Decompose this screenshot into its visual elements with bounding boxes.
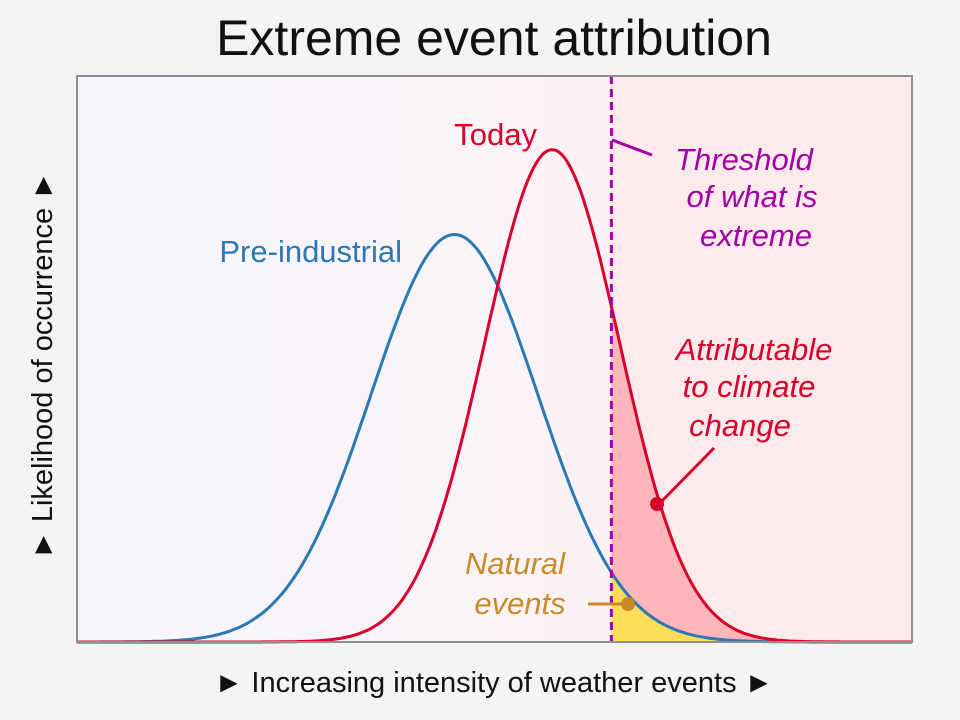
- today-label: Today: [454, 117, 537, 152]
- threshold-label-line-3: extreme: [700, 218, 812, 253]
- chart-title: Extreme event attribution: [216, 10, 772, 66]
- attributable-label-line-1: Attributable: [674, 332, 833, 367]
- attributable-leader: [658, 446, 716, 505]
- threshold-label-line-1: Threshold: [675, 142, 815, 177]
- threshold-label-line-2: of what is: [687, 179, 818, 214]
- natural-marker: [621, 597, 635, 611]
- threshold-leader: [611, 138, 653, 157]
- attributable-label-line-2: to climate: [683, 369, 816, 404]
- pre-industrial-label: Pre-industrial: [219, 234, 402, 269]
- natural-events-region: [611, 572, 912, 642]
- y-axis-label: ► Likelihood of occurrence ►: [27, 171, 59, 559]
- plot-border: [76, 75, 913, 643]
- attributable-marker: [650, 497, 664, 511]
- attributable-label-line-3: change: [689, 408, 791, 443]
- natural-label-line-1: Natural: [465, 546, 566, 581]
- natural-label-line-2: events: [474, 586, 565, 621]
- x-axis-label: ► Increasing intensity of weather events…: [215, 667, 774, 699]
